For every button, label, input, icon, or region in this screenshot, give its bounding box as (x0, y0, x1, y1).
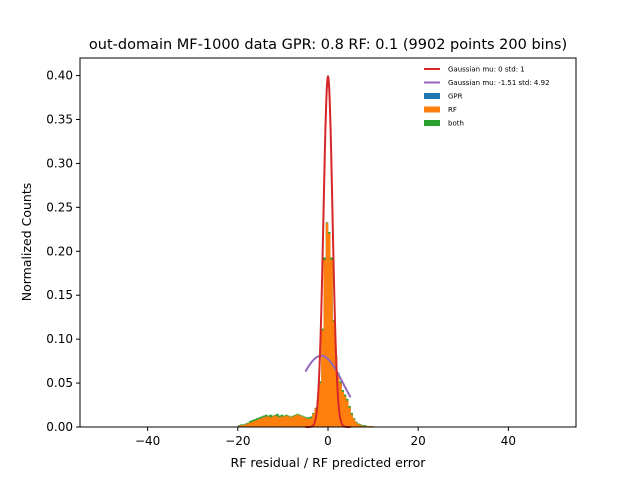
x-tick-label: −20 (225, 434, 250, 448)
rf-bar (325, 223, 329, 427)
rf-bar (246, 423, 250, 427)
legend-patch-swatch (424, 106, 440, 113)
rf-bar (294, 415, 297, 427)
legend-entry-label: RF (448, 106, 457, 114)
y-tick-label: 0.40 (46, 69, 73, 83)
rf-bar (323, 260, 326, 427)
gaussian-fit-curve (304, 354, 352, 398)
rf-bar (244, 424, 248, 427)
rf-bar (269, 417, 272, 427)
rf-bar (305, 418, 308, 427)
rf-bar (321, 330, 324, 427)
y-axis-label: Normalized Counts (19, 183, 34, 302)
rf-bar (348, 407, 351, 427)
x-tick-label: 0 (324, 434, 332, 448)
y-tick-label: 0.30 (46, 156, 73, 170)
chart-title: out-domain MF-1000 data GPR: 0.8 RF: 0.1… (89, 37, 567, 53)
rf-bar (273, 415, 277, 427)
rf-bar (267, 416, 270, 427)
legend-entry-label: GPR (448, 93, 463, 101)
y-tick-label: 0.25 (46, 200, 73, 214)
rf-bar (303, 417, 306, 427)
y-tick-label: 0.00 (46, 420, 73, 434)
y-tick-label: 0.10 (46, 332, 73, 346)
rf-bar (359, 425, 363, 427)
rf-bar (341, 391, 345, 427)
rf-bar (253, 420, 257, 427)
gaussian-standard-curve (305, 74, 351, 428)
y-tick-label: 0.35 (46, 113, 73, 127)
legend: Gaussian mu: 0 std: 1 Gaussian mu: -1.51 … (424, 66, 550, 128)
rf-bar (242, 425, 245, 427)
rf-bar (258, 419, 261, 427)
rf-bar (282, 416, 286, 427)
rf-bar (280, 416, 284, 427)
rf-bar (330, 260, 333, 427)
rf-bar (251, 421, 254, 427)
rf-bar (289, 417, 293, 427)
rf-bar (285, 415, 288, 427)
legend-entry-label: Gaussian mu: 0 std: 1 (448, 66, 525, 74)
rf-bar (307, 419, 311, 427)
rf-bar (309, 418, 313, 427)
legend-patch-swatch (424, 120, 440, 126)
x-axis-label: RF residual / RF predicted error (231, 455, 427, 470)
rf-bar (316, 400, 320, 427)
rf-bar (262, 417, 266, 427)
rf-bar (278, 417, 281, 427)
y-axis-ticks: 0.00 0.05 0.10 0.15 0.20 0.25 0.30 0.35 0.40 (46, 69, 80, 434)
y-tick-label: 0.15 (46, 288, 73, 302)
rf-bar (271, 416, 275, 427)
rf-bar (328, 233, 331, 427)
x-tick-label: 40 (501, 434, 516, 448)
rf-bar (298, 415, 302, 427)
rf-bar (255, 419, 259, 427)
rf-bar (291, 416, 295, 427)
rf-bar (249, 422, 252, 427)
rf-bar (296, 414, 299, 427)
rf-bar (276, 416, 279, 427)
rf-bar (346, 400, 349, 427)
rf-bar (350, 414, 354, 427)
rf-bar (357, 424, 360, 427)
y-tick-label: 0.20 (46, 244, 73, 258)
x-axis-ticks: −40 −20 0 20 40 (135, 427, 516, 448)
legend-entry-label: both (448, 120, 464, 128)
rf-bar (318, 383, 322, 427)
rf-bar (352, 419, 356, 427)
rf-bar (260, 418, 263, 427)
rf-bar (240, 425, 243, 427)
rf-bar (355, 422, 358, 427)
rf-bar (264, 416, 268, 427)
rf-bar (300, 416, 304, 427)
rf-bar (339, 383, 342, 427)
rf-bar (312, 413, 315, 427)
x-tick-label: 20 (411, 434, 426, 448)
rf-bar (334, 356, 338, 427)
gaussian-curves (304, 74, 352, 428)
rf-bar (287, 416, 290, 427)
rf-bar (343, 396, 347, 427)
rf-bar (332, 321, 335, 427)
legend-entry-label: Gaussian mu: -1.51 std: 4.92 (448, 79, 550, 87)
legend-patch-swatch (424, 93, 440, 99)
x-tick-label: −40 (135, 434, 160, 448)
y-tick-label: 0.05 (46, 376, 73, 390)
